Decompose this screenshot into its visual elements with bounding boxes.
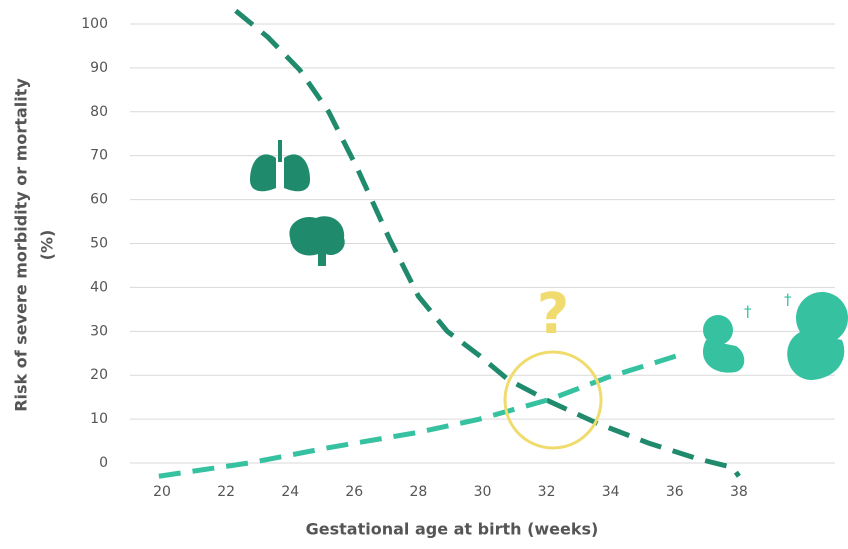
- question-mark: ?: [537, 282, 569, 347]
- y-tick-label: 40: [90, 279, 108, 295]
- x-tick-label: 22: [217, 484, 235, 500]
- y-tick-label: 10: [90, 411, 108, 427]
- series-line: [159, 355, 678, 476]
- dagger: †: [784, 291, 792, 309]
- highlight-circle: [505, 352, 601, 448]
- y-tick-label: 60: [90, 192, 108, 208]
- y-tick-label: 0: [99, 455, 108, 471]
- y-tick-label: 70: [90, 148, 108, 164]
- lungs-icon: [250, 140, 310, 191]
- y-axis-title: Risk of severe morbidity or mortality: [12, 78, 31, 412]
- x-tick-label: 36: [666, 484, 684, 500]
- y-tick-label: 90: [90, 60, 108, 76]
- x-tick-label: 20: [153, 484, 171, 500]
- dagger: †: [744, 303, 752, 321]
- y-tick-label: 30: [90, 323, 108, 339]
- x-tick-label: 26: [345, 484, 363, 500]
- grid: 0 10 20 30 40 50 60 70 80 90 100 20 22 24 26 28 30 32 34 36…: [81, 16, 835, 500]
- y-tick-label: 20: [90, 367, 108, 383]
- x-tick-label: 34: [602, 484, 620, 500]
- y-tick-label: 100: [81, 16, 108, 32]
- y-tick-label: 80: [90, 104, 108, 120]
- chart: Risk of severe morbidity or mortality (%…: [0, 0, 848, 549]
- brain-icon: [289, 216, 344, 266]
- x-tick-label: 30: [474, 484, 492, 500]
- x-tick-label: 24: [281, 484, 299, 500]
- x-tick-label: 38: [730, 484, 748, 500]
- y-axis-title: (%): [38, 230, 57, 261]
- fetus-icon: [703, 292, 848, 380]
- x-tick-label: 32: [538, 484, 556, 500]
- x-axis-title: Gestational age at birth (weeks): [306, 520, 599, 539]
- y-tick-label: 50: [90, 236, 108, 252]
- x-tick-label: 28: [409, 484, 427, 500]
